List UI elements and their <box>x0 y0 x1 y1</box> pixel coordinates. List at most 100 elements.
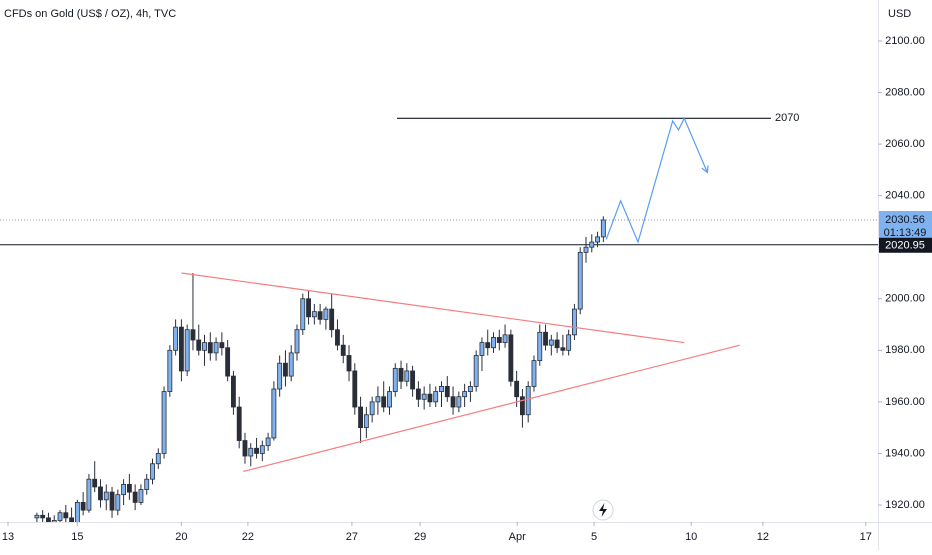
candle-body <box>248 447 254 457</box>
candle-body <box>543 331 548 346</box>
x-tick-label: 29 <box>414 531 426 543</box>
candle-body <box>387 391 392 408</box>
y-tick-label: 2040.00 <box>885 190 925 202</box>
candle-body <box>311 311 317 318</box>
candle-body <box>519 396 525 416</box>
x-tick-label: 12 <box>757 531 769 543</box>
countdown-label: 01:13:49 <box>884 227 927 239</box>
price-line-label: 2020.95 <box>885 240 925 252</box>
candle-body <box>121 483 127 496</box>
plot-area <box>0 116 878 522</box>
candle-body <box>473 355 479 387</box>
candle-body <box>514 380 520 398</box>
candle-body <box>259 445 265 454</box>
candle-body <box>508 334 514 382</box>
candle-body <box>115 494 121 511</box>
candle-body <box>363 414 369 429</box>
candle-body <box>410 370 416 390</box>
candle-body <box>225 347 231 377</box>
candle-body <box>329 308 335 331</box>
candle-body <box>433 391 439 403</box>
x-tick-label: 10 <box>685 531 697 543</box>
candle-body <box>265 437 271 447</box>
candle-body <box>271 388 277 439</box>
x-tick-label: 27 <box>346 531 358 543</box>
candle-body <box>572 308 577 336</box>
candle-body <box>502 334 508 343</box>
candle-body <box>456 396 462 408</box>
candle-body <box>173 326 179 351</box>
x-tick-label: 17 <box>860 531 872 543</box>
candle-body <box>479 342 485 356</box>
candle-body <box>92 478 98 488</box>
candle-body <box>404 370 410 382</box>
candle-body <box>161 391 167 454</box>
candle-body <box>491 337 496 349</box>
candle-body <box>595 236 600 243</box>
candle-body <box>126 483 132 493</box>
candle-body <box>74 502 80 522</box>
y-tick-label: 1960.00 <box>885 396 925 408</box>
candle-body <box>300 298 306 331</box>
candle-body <box>467 386 473 392</box>
candle-body <box>219 342 225 349</box>
candle-body <box>398 367 404 382</box>
candle-body <box>132 491 138 503</box>
candle-body <box>57 512 63 521</box>
candle-body <box>577 251 583 310</box>
x-tick-label: 20 <box>175 531 187 543</box>
x-tick-label: 22 <box>242 531 254 543</box>
candle-body <box>537 331 543 362</box>
candle-body <box>346 355 352 372</box>
candle-body <box>317 311 323 320</box>
candle-body <box>375 396 381 403</box>
x-tick-label: 13 <box>2 531 14 543</box>
chart-title: CFDs on Gold (US$ / OZ), 4h, TVC <box>4 8 176 20</box>
candle-body <box>109 491 115 511</box>
candle-body <box>421 393 427 400</box>
candle-body <box>427 393 433 403</box>
y-tick-label: 1940.00 <box>885 447 925 459</box>
x-tick-label: 15 <box>71 531 83 543</box>
y-tick-label: 2080.00 <box>885 86 925 98</box>
candle-body <box>277 362 283 390</box>
candle-body <box>352 370 358 408</box>
replay-icon[interactable] <box>592 499 614 521</box>
x-tick-label: 5 <box>591 531 597 543</box>
candle-body <box>80 502 86 511</box>
candle-body <box>98 486 103 501</box>
y-tick-label: 2100.00 <box>885 35 925 47</box>
candle-body <box>283 362 288 377</box>
candle-body <box>589 241 595 248</box>
candle-body <box>184 329 190 372</box>
candle-body <box>306 298 311 318</box>
candle-body <box>202 342 207 351</box>
candle-body <box>496 337 502 343</box>
y-tick-label: 1920.00 <box>885 499 925 511</box>
candle-body <box>63 512 69 519</box>
price-line-box <box>879 237 932 253</box>
candle-body <box>525 386 531 416</box>
candle-body <box>190 329 196 341</box>
candle-body <box>254 447 259 454</box>
candle-body <box>103 491 109 501</box>
drawing-projection <box>605 116 708 244</box>
candle-body <box>340 344 346 356</box>
candle-body <box>196 339 202 351</box>
last-price-label: 2030.56 <box>885 214 925 226</box>
candle-body <box>178 326 184 372</box>
candle-body <box>51 520 57 522</box>
y-tick-label: 1980.00 <box>885 344 925 356</box>
y-tick-label: 2000.00 <box>885 293 925 305</box>
drawing-trend <box>181 272 685 344</box>
candle-body <box>144 478 150 490</box>
candle-body <box>167 349 173 392</box>
candle-body <box>583 246 589 253</box>
candle-body <box>86 478 92 511</box>
last-price-box <box>879 210 932 241</box>
candle-body <box>600 219 606 238</box>
candle-body <box>323 308 329 320</box>
